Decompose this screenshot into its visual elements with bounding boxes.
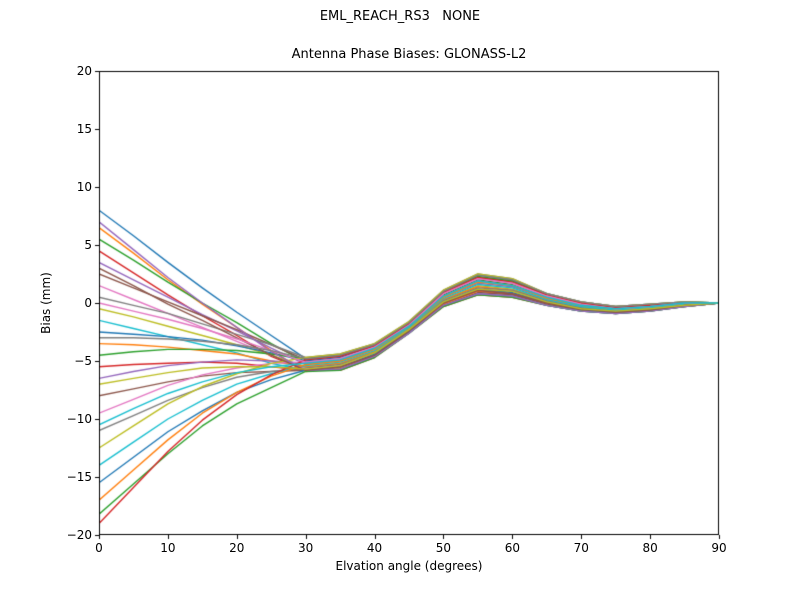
x-tick-label: 50 [435, 541, 452, 555]
x-tick-label: 20 [229, 541, 245, 555]
axes-title: Antenna Phase Biases: GLONASS-L2 [291, 47, 527, 62]
figure-title: EML_REACH_RS3 NONE [319, 9, 481, 24]
x-tick-label: 80 [642, 541, 658, 555]
x-tick-label: 10 [160, 541, 176, 555]
y-tick-label: 5 [84, 238, 92, 252]
x-tick-label: 60 [504, 541, 520, 555]
x-tick-label: 30 [298, 541, 314, 555]
y-tick-label: 15 [76, 122, 92, 136]
y-tick-label: −20 [66, 528, 92, 542]
x-tick-label: 0 [95, 541, 103, 555]
y-tick-label: −5 [74, 354, 92, 368]
y-tick-label: 20 [76, 64, 92, 78]
x-tick-label: 70 [573, 541, 589, 555]
y-axis-label: Bias (mm) [39, 272, 53, 334]
x-tick-label: 90 [711, 541, 727, 555]
x-axis-label: Elvation angle (degrees) [335, 559, 483, 573]
x-tick-label: 40 [366, 541, 383, 555]
y-tick-label: 10 [76, 180, 92, 194]
y-tick-label: −10 [66, 412, 92, 426]
y-tick-label: 0 [84, 296, 92, 310]
y-tick-label: −15 [66, 470, 92, 484]
